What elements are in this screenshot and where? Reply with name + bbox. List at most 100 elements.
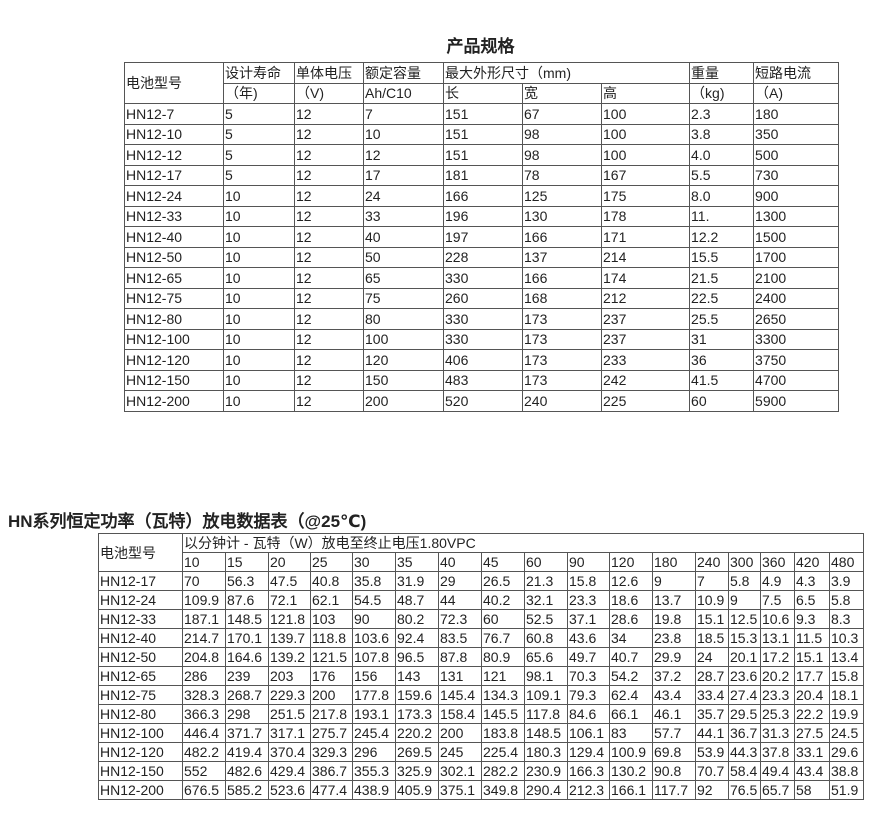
watts-cell: 40.7 <box>609 647 653 667</box>
watts-cell: 109.1 <box>524 685 568 705</box>
value-cell: 233 <box>600 349 691 371</box>
value-cell: 350 <box>753 123 840 145</box>
watts-cell: 156 <box>352 666 396 686</box>
value-cell: 10 <box>223 390 295 412</box>
value-cell: 900 <box>753 185 840 207</box>
table-row: HN12-40 10 12 40 197 166 171 12.2 1500 <box>124 226 840 248</box>
value-cell: 12.2 <box>689 226 755 248</box>
watts-cell: 239 <box>225 666 269 686</box>
value-cell: 173 <box>522 349 602 371</box>
minutes-header: 20 <box>268 552 311 572</box>
value-cell: 237 <box>600 328 691 350</box>
watts-cell: 419.4 <box>225 742 269 762</box>
watts-cell: 129.4 <box>567 742 610 762</box>
discharge-header-row: 电池型号 以分钟计 - 瓦特（W）放电至终止电压1.80VPC <box>98 533 865 572</box>
watts-cell: 22.2 <box>794 704 830 724</box>
watts-cell: 20.1 <box>728 647 761 667</box>
watts-cell: 24 <box>695 647 729 667</box>
watts-cell: 5.8 <box>728 571 761 591</box>
watts-cell: 103 <box>310 609 353 629</box>
value-cell: 3300 <box>753 328 840 350</box>
watts-cell: 46.1 <box>652 704 696 724</box>
table-row: HN12-50 204.8 164.6 139.2 121.5 107.8 96.5 87.8… <box>98 647 865 667</box>
minutes-header: 30 <box>352 552 396 572</box>
watts-cell: 70.3 <box>567 666 610 686</box>
model-cell: HN12-17 <box>98 571 183 591</box>
watts-cell: 83 <box>609 723 653 743</box>
header-voltage: 单体电压 <box>294 62 364 84</box>
value-cell: 10 <box>223 287 295 309</box>
value-cell: 12 <box>294 369 364 391</box>
model-cell: HN12-50 <box>98 647 183 667</box>
watts-cell: 4.3 <box>794 571 830 591</box>
watts-cell: 268.7 <box>225 685 269 705</box>
watts-cell: 8.3 <box>828 609 865 629</box>
watts-cell: 290.4 <box>524 780 568 800</box>
watts-cell: 18.5 <box>695 628 729 648</box>
value-cell: 22.5 <box>689 287 755 309</box>
model-cell: HN12-80 <box>124 308 224 330</box>
model-cell: HN12-120 <box>124 349 224 371</box>
watts-cell: 130.2 <box>609 761 653 781</box>
watts-cell: 36.7 <box>728 723 761 743</box>
watts-cell: 29 <box>438 571 482 591</box>
value-cell: 120 <box>363 349 444 371</box>
watts-cell: 49.7 <box>567 647 610 667</box>
value-cell: 75 <box>363 287 444 309</box>
watts-cell: 349.8 <box>481 780 525 800</box>
watts-cell: 176 <box>310 666 353 686</box>
watts-cell: 90.8 <box>652 761 696 781</box>
watts-cell: 371.7 <box>225 723 269 743</box>
watts-cell: 23.3 <box>760 685 795 705</box>
header-model: 电池型号 <box>124 62 224 104</box>
value-cell: 2100 <box>753 267 840 289</box>
table-row: HN12-200 676.5 585.2 523.6 477.4 438.9 405.9 37… <box>98 780 865 800</box>
watts-cell: 212.3 <box>567 780 610 800</box>
watts-cell: 173.3 <box>395 704 439 724</box>
value-cell: 10 <box>223 205 295 227</box>
table-row: HN12-12 5 12 12 151 98 100 4.0 500 <box>124 144 840 166</box>
watts-cell: 37.1 <box>567 609 610 629</box>
watts-cell: 117.8 <box>524 704 568 724</box>
watts-cell: 103.6 <box>352 628 396 648</box>
watts-cell: 43.4 <box>652 685 696 705</box>
watts-cell: 166.1 <box>609 780 653 800</box>
value-cell: 1300 <box>753 205 840 227</box>
watts-cell: 552 <box>182 761 226 781</box>
minutes-header: 480 <box>828 552 865 572</box>
watts-cell: 329.3 <box>310 742 353 762</box>
header-weight-unit: （kg) <box>689 82 755 104</box>
value-cell: 100 <box>363 328 444 350</box>
value-cell: 260 <box>443 287 523 309</box>
value-cell: 173 <box>522 308 602 330</box>
value-cell: 1500 <box>753 226 840 248</box>
watts-cell: 200 <box>310 685 353 705</box>
value-cell: 7 <box>363 103 444 125</box>
watts-cell: 34 <box>609 628 653 648</box>
table-row: HN12-7 5 12 7 151 67 100 2.3 180 <box>124 103 840 125</box>
watts-cell: 214.7 <box>182 628 226 648</box>
watts-cell: 17.2 <box>760 647 795 667</box>
value-cell: 60 <box>689 390 755 412</box>
value-cell: 12 <box>294 144 364 166</box>
value-cell: 520 <box>443 390 523 412</box>
watts-cell: 18.1 <box>828 685 865 705</box>
watts-cell: 15.3 <box>728 628 761 648</box>
value-cell: 12 <box>294 267 364 289</box>
watts-cell: 7 <box>695 571 729 591</box>
model-cell: HN12-65 <box>124 267 224 289</box>
value-cell: 168 <box>522 287 602 309</box>
discharge-table: 电池型号 以分钟计 - 瓦特（W）放电至终止电压1.80VPC 10 15 20 25… <box>98 533 865 800</box>
watts-cell: 375.1 <box>438 780 482 800</box>
watts-cell: 33.1 <box>794 742 830 762</box>
value-cell: 80 <box>363 308 444 330</box>
header-length: 长 <box>443 82 523 104</box>
value-cell: 41.5 <box>689 369 755 391</box>
value-cell: 10 <box>223 369 295 391</box>
watts-cell: 83.5 <box>438 628 482 648</box>
watts-cell: 44.3 <box>728 742 761 762</box>
discharge-title: HN系列恒定功率（瓦特）放电数据表（@25℃) <box>8 512 367 531</box>
watts-cell: 44.1 <box>695 723 729 743</box>
watts-cell: 220.2 <box>395 723 439 743</box>
watts-cell: 302.1 <box>438 761 482 781</box>
